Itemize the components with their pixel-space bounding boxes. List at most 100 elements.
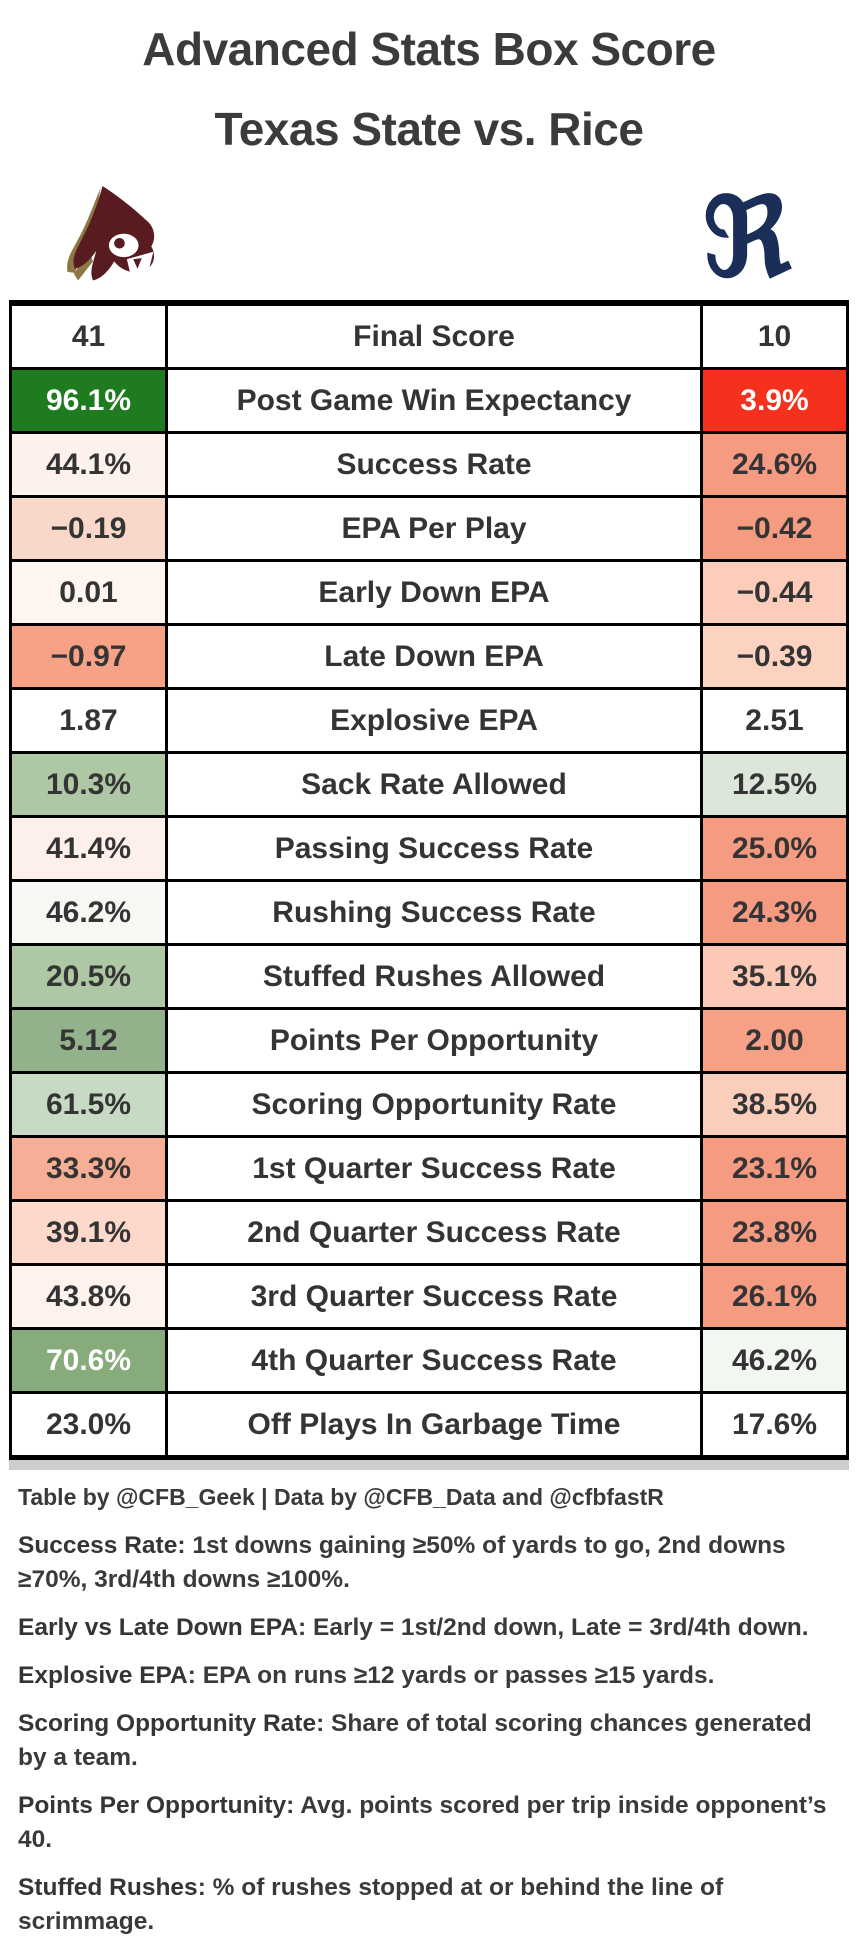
- metric-label: 3rd Quarter Success Rate: [250, 1279, 618, 1313]
- metric-label: Early Down EPA: [318, 575, 550, 609]
- metric-cell: Post Game Win Expectancy: [168, 370, 700, 431]
- page-title: Advanced Stats Box Score: [142, 23, 716, 75]
- away-value-cell: 12.5%: [700, 754, 846, 815]
- away-value-cell: −0.44: [700, 562, 846, 623]
- away-value-cell: 46.2%: [700, 1330, 846, 1391]
- metric-cell: 3rd Quarter Success Rate: [168, 1266, 700, 1327]
- home-value-cell: 41: [12, 306, 168, 367]
- home-value: 10.3%: [45, 767, 132, 801]
- metric-cell: Points Per Opportunity: [168, 1010, 700, 1071]
- metric-cell: Off Plays In Garbage Time: [168, 1394, 700, 1455]
- metric-label: EPA Per Play: [341, 511, 527, 545]
- metric-cell: Stuffed Rushes Allowed: [168, 946, 700, 1007]
- home-value: 5.12: [59, 1023, 118, 1057]
- metric-label: Stuffed Rushes Allowed: [262, 959, 606, 993]
- metric-cell: 4th Quarter Success Rate: [168, 1330, 700, 1391]
- metric-label: Post Game Win Expectancy: [236, 383, 632, 417]
- table-row: 1.87 Explosive EPA 2.51: [12, 687, 846, 751]
- credits-caption: Table by @CFB_Geek | Data by @CFB_Data a…: [18, 1484, 664, 1510]
- metric-cell: 2nd Quarter Success Rate: [168, 1202, 700, 1263]
- table-row: −0.97 Late Down EPA −0.39: [12, 623, 846, 687]
- home-value: 39.1%: [45, 1215, 132, 1249]
- away-value-cell: −0.39: [700, 626, 846, 687]
- footnote: Scoring Opportunity Rate: Share of total…: [18, 1707, 830, 1775]
- home-value-cell: 43.8%: [12, 1266, 168, 1327]
- footnote-term: Scoring Opportunity Rate: [18, 1710, 317, 1737]
- home-value: −0.19: [50, 511, 127, 545]
- footnotes-section: Success Rate: 1st downs gaining ≥50% of …: [18, 1529, 830, 1939]
- table-row: 41 Final Score 10: [12, 306, 846, 367]
- home-value-cell: 39.1%: [12, 1202, 168, 1263]
- home-value: 33.3%: [45, 1151, 132, 1185]
- home-value: 41.4%: [45, 831, 132, 865]
- away-value-cell: 25.0%: [700, 818, 846, 879]
- table-row: 44.1% Success Rate 24.6%: [12, 431, 846, 495]
- footnote-term: Success Rate: [18, 1532, 178, 1559]
- metric-cell: Final Score: [168, 306, 700, 367]
- home-value-cell: 20.5%: [12, 946, 168, 1007]
- home-value-cell: 23.0%: [12, 1394, 168, 1455]
- away-value-cell: 2.00: [700, 1010, 846, 1071]
- table-row: 70.6% 4th Quarter Success Rate 46.2%: [12, 1327, 846, 1391]
- away-value-cell: 24.6%: [700, 434, 846, 495]
- away-value: 24.6%: [731, 447, 818, 481]
- table-row: −0.19 EPA Per Play −0.42: [12, 495, 846, 559]
- away-value: 2.00: [745, 1023, 804, 1057]
- away-value: 12.5%: [731, 767, 818, 801]
- away-value: 3.9%: [740, 383, 809, 417]
- table-row: 10.3% Sack Rate Allowed 12.5%: [12, 751, 846, 815]
- metric-label: Off Plays In Garbage Time: [247, 1407, 621, 1441]
- away-value: 10: [757, 319, 792, 353]
- away-value: −0.44: [736, 575, 813, 609]
- footnote: Early vs Late Down EPA: Early = 1st/2nd …: [18, 1611, 830, 1645]
- table-row: 46.2% Rushing Success Rate 24.3%: [12, 879, 846, 943]
- home-value-cell: −0.19: [12, 498, 168, 559]
- away-value-cell: 10: [700, 306, 846, 367]
- away-value-cell: 38.5%: [700, 1074, 846, 1135]
- away-value-cell: 23.1%: [700, 1138, 846, 1199]
- away-value-cell: −0.42: [700, 498, 846, 559]
- rice-r-logo-icon: ℜ: [692, 182, 802, 294]
- table-row: 0.01 Early Down EPA −0.44: [12, 559, 846, 623]
- metric-cell: Explosive EPA: [168, 690, 700, 751]
- home-value: 70.6%: [45, 1343, 132, 1377]
- footnote-definition: : EPA on runs ≥12 yards or passes ≥15 ya…: [187, 1662, 715, 1689]
- home-value: 44.1%: [45, 447, 132, 481]
- away-value: 46.2%: [731, 1343, 818, 1377]
- home-value: 20.5%: [45, 959, 132, 993]
- home-value-cell: 33.3%: [12, 1138, 168, 1199]
- metric-label: 2nd Quarter Success Rate: [247, 1215, 621, 1249]
- away-value-cell: 24.3%: [700, 882, 846, 943]
- table-row: 43.8% 3rd Quarter Success Rate 26.1%: [12, 1263, 846, 1327]
- metric-label: Final Score: [353, 319, 515, 353]
- away-value: 23.1%: [731, 1151, 818, 1185]
- home-value: 61.5%: [45, 1087, 132, 1121]
- rice-r-glyph: ℜ: [703, 175, 791, 301]
- home-value: 41: [71, 319, 106, 353]
- metric-label: Success Rate: [336, 447, 532, 481]
- metric-cell: Success Rate: [168, 434, 700, 495]
- metric-label: Late Down EPA: [324, 639, 544, 673]
- away-value-cell: 17.6%: [700, 1394, 846, 1455]
- away-value-cell: 3.9%: [700, 370, 846, 431]
- away-value: 17.6%: [731, 1407, 818, 1441]
- home-value-cell: 10.3%: [12, 754, 168, 815]
- footnote-term: Stuffed Rushes: [18, 1874, 198, 1901]
- metric-label: 1st Quarter Success Rate: [252, 1151, 616, 1185]
- footnote-definition: : Early = 1st/2nd down, Late = 3rd/4th d…: [298, 1614, 809, 1641]
- home-value-cell: 0.01: [12, 562, 168, 623]
- footnote-definition: : Share of total scoring chances generat…: [18, 1710, 812, 1771]
- home-value-cell: 70.6%: [12, 1330, 168, 1391]
- away-value: 2.51: [745, 703, 804, 737]
- away-value-cell: 35.1%: [700, 946, 846, 1007]
- team-logos-row: ℜ: [0, 182, 858, 294]
- home-value: 96.1%: [45, 383, 132, 417]
- metric-label: Passing Success Rate: [274, 831, 594, 865]
- table-row: 23.0% Off Plays In Garbage Time 17.6%: [12, 1391, 846, 1455]
- page-subtitle: Texas State vs. Rice: [214, 103, 644, 155]
- home-value-cell: 1.87: [12, 690, 168, 751]
- metric-cell: Late Down EPA: [168, 626, 700, 687]
- metric-cell: EPA Per Play: [168, 498, 700, 559]
- home-value-cell: 41.4%: [12, 818, 168, 879]
